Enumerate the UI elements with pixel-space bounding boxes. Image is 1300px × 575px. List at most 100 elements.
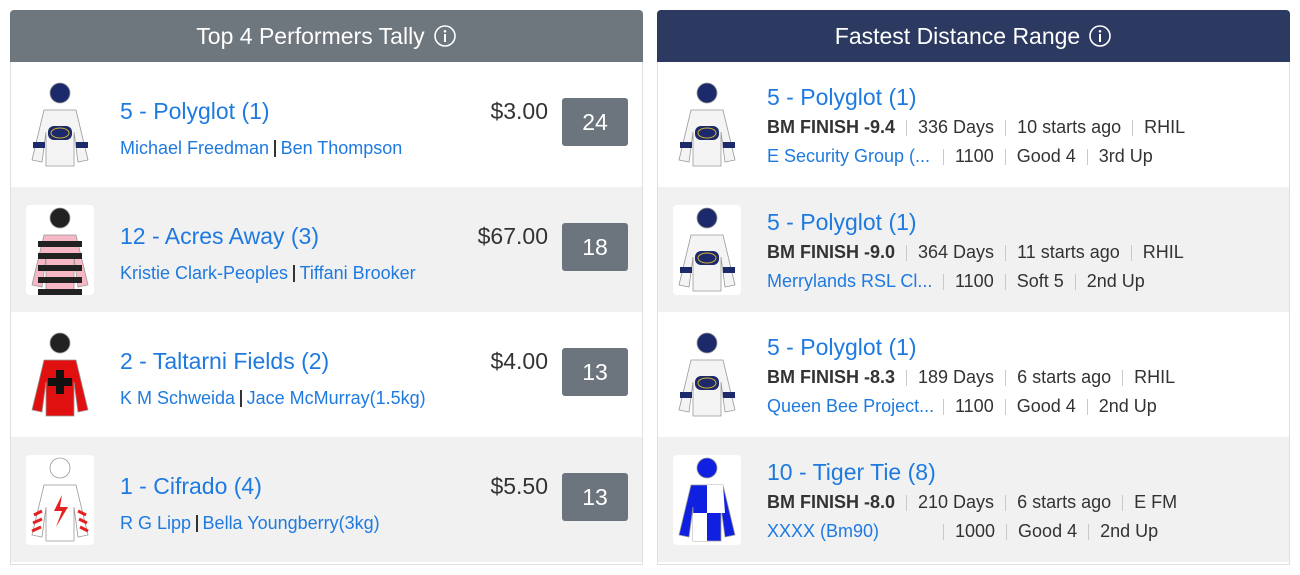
jockey-silk [26,80,94,170]
silk-graphic [678,332,736,417]
up: 2nd Up [1086,271,1145,291]
performer-row: 2 - Taltarni Fields (2) K M Schweida Jace … [11,312,642,437]
up: 2nd Up [1098,396,1157,416]
performer-row: 12 - Acres Away (3) Kristie Clark-Peoples… [11,187,642,312]
price: $5.50 [490,473,548,499]
distance: 1100 [955,146,994,166]
race-name[interactable]: E Security Group (... [767,146,931,166]
separator [906,369,908,386]
separator [1004,398,1006,415]
distance-row: 10 - Tiger Tie (8) BM FINISH -8.0 210 Days… [658,437,1289,562]
silk-graphic [31,457,89,542]
panel-header: Top 4 Performers Tally [10,10,643,62]
jockey-name[interactable]: Michael Freedman [120,138,270,158]
days: 210 Days [918,492,995,512]
jockey-silk [673,205,741,295]
connections: K M Schweida Jace McMurray(1.5kg) [120,388,426,409]
horse-name[interactable]: 10 - Tiger Tie (8) [767,459,936,485]
track: E FM [1134,492,1178,512]
jockey-silk [26,205,94,295]
jockey-name[interactable]: R G Lipp [120,513,192,533]
horse-name[interactable]: 12 - Acres Away (3) [120,223,319,249]
price: $4.00 [490,348,548,374]
race-details: E Security Group (... 1100 Good 4 3rd Up [767,146,1153,167]
horse-name[interactable]: 2 - Taltarni Fields (2) [120,348,330,374]
separator [1086,398,1088,415]
price: $67.00 [477,223,548,249]
run-details: BM FINISH -9.4 336 Days 10 starts ago RHIL [767,117,1185,138]
info-icon[interactable] [433,24,457,48]
separator [943,273,944,290]
silk-graphic [678,457,736,542]
track: RHIL [1144,117,1186,137]
tally-badge: 18 [562,223,628,271]
starts: 6 starts ago [1017,492,1112,512]
finish: BM FINISH -9.4 [767,117,896,137]
trainer-name[interactable]: Tiffani Brooker [299,263,416,283]
horse-name[interactable]: 5 - Polyglot (1) [767,209,917,235]
days: 189 Days [918,367,995,387]
jockey-silk [26,330,94,420]
panel-header: Fastest Distance Range [657,10,1290,62]
separator [943,523,944,540]
horse-name[interactable]: 1 - Cifrado (4) [120,473,262,499]
horse-name[interactable]: 5 - Polyglot (1) [120,98,270,124]
race-name[interactable]: Merrylands RSL Cl... [767,271,933,291]
separator [1074,273,1076,290]
trainer-name[interactable]: Bella Youngberry(3kg) [202,513,380,533]
distance: 1100 [955,396,994,416]
separator [274,140,276,157]
jockey-silk [26,455,94,545]
days: 364 Days [918,242,995,262]
race-name[interactable]: XXXX (Bm90) [767,521,880,541]
track: RHIL [1134,367,1176,387]
condition: Soft 5 [1016,271,1064,291]
silk-graphic [31,332,89,417]
trainer-name[interactable]: Jace McMurray(1.5kg) [246,388,426,408]
race-name[interactable]: Queen Bee Project... [767,396,935,416]
tally-badge: 13 [562,473,628,521]
silk-graphic [31,207,89,295]
separator [1005,119,1007,136]
finish: BM FINISH -8.3 [767,367,896,387]
silk-graphic [678,207,736,292]
separator [906,244,908,261]
distance-row: 5 - Polyglot (1) BM FINISH -9.4 336 Days 10… [658,62,1289,187]
starts: 6 starts ago [1017,367,1112,387]
separator [1004,273,1006,290]
separator [943,148,944,165]
finish: BM FINISH -9.0 [767,242,896,262]
separator [1005,369,1007,386]
separator [1132,119,1134,136]
separator [943,398,944,415]
run-details: BM FINISH -9.0 364 Days 11 starts ago RHIL [767,242,1184,263]
condition: Good 4 [1016,396,1076,416]
distance-row: 5 - Polyglot (1) BM FINISH -8.3 189 Days 6 … [658,312,1289,437]
trainer-name[interactable]: Ben Thompson [280,138,403,158]
horse-name[interactable]: 5 - Polyglot (1) [767,334,917,360]
silk-graphic [678,82,736,167]
info-icon[interactable] [1088,24,1112,48]
separator [1005,244,1007,261]
fastest-distance-panel: Fastest Distance Range 5 - Polyglot (1) B… [657,10,1290,565]
separator [906,494,908,511]
separator [240,390,242,407]
price: $3.00 [490,98,548,124]
jockey-name[interactable]: K M Schweida [120,388,236,408]
top-performers-panel: Top 4 Performers Tally 5 - Polyglot (1) M… [10,10,643,565]
distance-row: 5 - Polyglot (1) BM FINISH -9.0 364 Days 11… [658,187,1289,312]
distance: 1000 [955,521,996,541]
finish: BM FINISH -8.0 [767,492,896,512]
jockey-silk [673,455,741,545]
up: 3rd Up [1098,146,1153,166]
horse-name[interactable]: 5 - Polyglot (1) [767,84,917,110]
up: 2nd Up [1100,521,1159,541]
jockey-name[interactable]: Kristie Clark-Peoples [120,263,289,283]
jockey-silk [673,80,741,170]
connections: R G Lipp Bella Youngberry(3kg) [120,513,380,534]
separator [1088,523,1090,540]
separator [1006,523,1008,540]
separator [1122,494,1124,511]
tally-badge: 13 [562,348,628,396]
